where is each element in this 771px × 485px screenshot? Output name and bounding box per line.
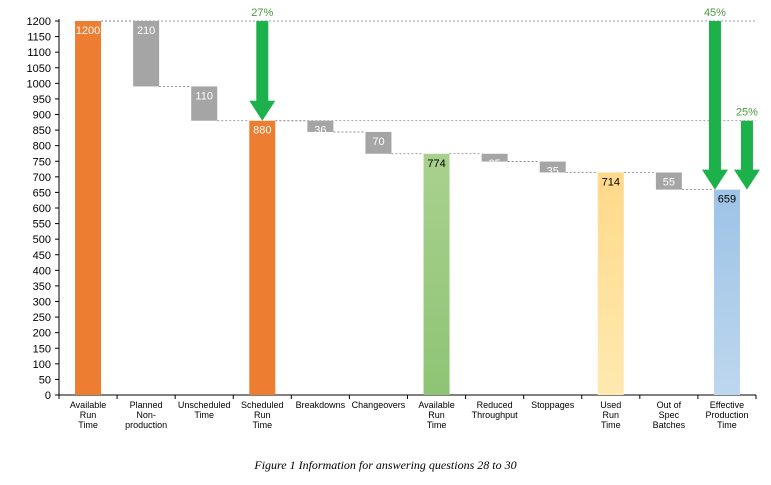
x-category-label-line: Available xyxy=(418,400,454,410)
percentage-arrow xyxy=(701,21,728,190)
bar xyxy=(655,172,682,190)
percentage-arrow-label: 27% xyxy=(251,7,273,19)
x-category-label-line: Reduced xyxy=(477,400,513,410)
x-category-label-line: Available xyxy=(70,400,106,410)
bar-value-label: 55 xyxy=(663,176,675,188)
y-tick-label: 1150 xyxy=(27,32,51,44)
y-tick-label: 450 xyxy=(33,250,51,262)
x-category-label: Available Run Time xyxy=(418,400,454,430)
bar xyxy=(539,161,566,173)
x-category-label-line: production xyxy=(125,420,167,430)
x-category-label-line: Run xyxy=(80,410,97,420)
y-tick-label: 650 xyxy=(33,187,51,199)
y-tick-label: 1050 xyxy=(27,63,51,75)
x-category-label-line: Time xyxy=(78,420,98,430)
y-tick-label: 150 xyxy=(33,343,51,355)
bar-value-label: 36 xyxy=(314,125,326,137)
x-category-label-line: Changeovers xyxy=(352,400,406,410)
y-tick-label: 700 xyxy=(33,172,51,184)
x-category-label-line: Time xyxy=(252,420,272,430)
bar-value-label: 210 xyxy=(137,25,155,37)
bar-value-label: 1200 xyxy=(76,25,100,37)
y-tick-label: 200 xyxy=(33,328,51,340)
x-category-label: Breakdowns xyxy=(296,400,346,410)
y-tick-label: 100 xyxy=(33,359,51,371)
x-category-label-line: Time xyxy=(427,420,447,430)
y-tick-label: 950 xyxy=(33,94,51,106)
bar xyxy=(365,131,392,154)
y-tick-label: 400 xyxy=(33,265,51,277)
bar xyxy=(713,189,740,395)
x-category-label-line: Stoppages xyxy=(531,400,575,410)
x-category-label-line: Throughput xyxy=(472,410,519,420)
y-tick-label: 500 xyxy=(33,234,51,246)
bar-value-label: 880 xyxy=(253,125,271,137)
x-category-label: Reduced Throughput xyxy=(472,400,519,420)
x-category-label: Changeovers xyxy=(352,400,406,410)
percentage-arrow xyxy=(733,120,760,190)
bar xyxy=(423,153,450,395)
x-category-label-line: Time xyxy=(601,420,621,430)
bar xyxy=(75,21,102,395)
x-category-label-line: Unscheduled xyxy=(178,400,231,410)
y-tick-label: 350 xyxy=(33,281,51,293)
x-category-label-line: Time xyxy=(194,410,214,420)
y-tick-label: 0 xyxy=(45,390,51,402)
x-category-label: Used Run Time xyxy=(600,400,621,430)
bar-value-label: 70 xyxy=(372,136,384,148)
figure-caption: Figure 1 Information for answering quest… xyxy=(254,458,517,472)
y-tick-label: 1100 xyxy=(27,47,51,59)
x-category-label: Effective Production Time xyxy=(705,400,748,430)
percentage-arrow xyxy=(249,21,276,121)
x-category-label-line: Planned xyxy=(130,400,163,410)
y-tick-label: 250 xyxy=(33,312,51,324)
x-category-label-line: Out of xyxy=(657,400,682,410)
y-tick-label: 800 xyxy=(33,141,51,153)
bar xyxy=(191,86,218,121)
percentage-arrow-label: 45% xyxy=(704,7,726,19)
bar xyxy=(249,120,276,395)
y-tick-label: 750 xyxy=(33,156,51,168)
bar-value-label: 110 xyxy=(195,90,213,102)
bar xyxy=(597,172,624,395)
x-category-label-line: Run xyxy=(254,410,271,420)
x-category-label-line: Scheduled xyxy=(241,400,284,410)
x-category-label-line: Used xyxy=(600,400,621,410)
bar-value-label: 714 xyxy=(602,176,620,188)
y-tick-label: 1000 xyxy=(27,78,51,90)
bar xyxy=(481,153,508,162)
x-category-label-line: Breakdowns xyxy=(296,400,346,410)
bar-value-label: 35 xyxy=(547,166,559,178)
bar-value-label: 25 xyxy=(489,158,501,170)
bar xyxy=(307,120,334,132)
y-tick-label: 850 xyxy=(33,125,51,137)
x-category-label: Planned Non-production xyxy=(125,400,167,430)
x-category-label-line: Time xyxy=(717,420,737,430)
x-category-label: Scheduled Run Time xyxy=(241,400,284,430)
x-category-label-line: Spec xyxy=(659,410,680,420)
y-tick-label: 300 xyxy=(33,297,51,309)
bar-value-label: 774 xyxy=(427,158,445,170)
bar-value-label: 659 xyxy=(718,194,736,206)
bar xyxy=(133,21,160,87)
x-category-label-line: Effective xyxy=(710,400,744,410)
x-category-label-line: Batches xyxy=(653,420,686,430)
x-category-label-line: Production xyxy=(705,410,748,420)
y-tick-label: 900 xyxy=(33,110,51,122)
x-category-label: Available Run Time xyxy=(70,400,106,430)
x-category-label: Unscheduled Time xyxy=(178,400,231,420)
x-category-label-line: Run xyxy=(603,410,620,420)
x-category-label: Stoppages xyxy=(531,400,575,410)
y-tick-label: 50 xyxy=(39,374,51,386)
x-category-label-line: Run xyxy=(428,410,445,420)
x-category-label-line: Non- xyxy=(136,410,156,420)
y-tick-label: 550 xyxy=(33,219,51,231)
y-tick-label: 1200 xyxy=(27,16,51,28)
y-tick-label: 600 xyxy=(33,203,51,215)
percentage-arrow-label: 25% xyxy=(736,107,758,119)
x-category-label: Out of Spec Batches xyxy=(653,400,686,430)
